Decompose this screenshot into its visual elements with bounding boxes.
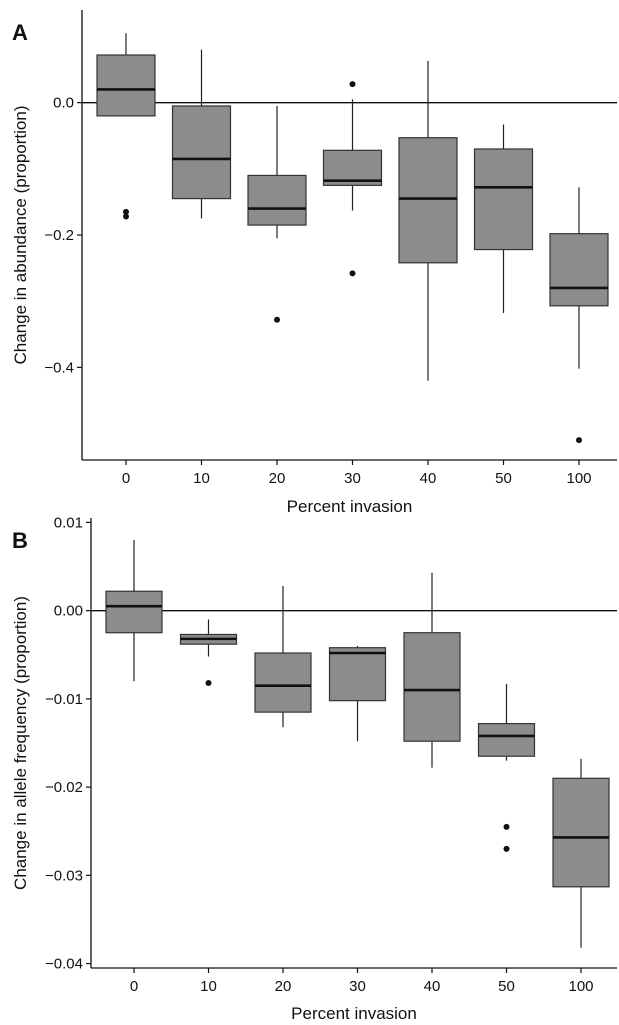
x-tick-label: 40 bbox=[424, 978, 441, 995]
iqr-box bbox=[477, 722, 536, 757]
outlier-point bbox=[274, 316, 280, 323]
x-axis-title: Percent invasion bbox=[287, 497, 413, 516]
box-0 bbox=[96, 33, 156, 220]
iqr-box bbox=[473, 148, 534, 251]
y-tick-label: −0.01 bbox=[45, 691, 83, 708]
x-tick-label: 30 bbox=[344, 470, 361, 487]
box-20 bbox=[247, 105, 307, 323]
iqr-box bbox=[403, 632, 461, 742]
x-tick-label: 10 bbox=[193, 470, 210, 487]
x-tick-label: 10 bbox=[200, 978, 217, 995]
panel-letter: A bbox=[12, 20, 28, 45]
box-40 bbox=[398, 60, 458, 381]
y-tick-label: 0.01 bbox=[54, 514, 83, 531]
box-50 bbox=[473, 124, 534, 314]
box-30 bbox=[322, 81, 383, 277]
y-axis-title: Change in abundance (proportion) bbox=[11, 106, 30, 365]
iqr-box bbox=[552, 777, 610, 888]
iqr-box bbox=[247, 174, 307, 226]
iqr-box bbox=[96, 54, 156, 117]
x-tick-label: 30 bbox=[349, 978, 366, 995]
x-tick-label: 100 bbox=[568, 978, 593, 995]
outlier-point bbox=[205, 680, 212, 686]
x-tick-label: 50 bbox=[498, 978, 515, 995]
y-tick-label: −0.2 bbox=[44, 227, 74, 244]
x-tick-label: 0 bbox=[122, 470, 130, 487]
outlier-point bbox=[349, 270, 356, 277]
box-30 bbox=[328, 645, 387, 742]
panel-a: A 0.0 −0.2 −0.4 0 10 20 30 40 50 100 Change in abun… bbox=[11, 10, 617, 516]
x-tick-label: 20 bbox=[275, 978, 292, 995]
y-tick-label: −0.02 bbox=[45, 779, 83, 796]
iqr-box bbox=[549, 233, 609, 307]
iqr-box bbox=[398, 137, 458, 264]
outlier-point bbox=[123, 213, 129, 220]
panel-letter: B bbox=[12, 528, 28, 553]
iqr-box bbox=[105, 590, 163, 634]
x-axis-title: Percent invasion bbox=[291, 1004, 417, 1023]
x-tick-label: 100 bbox=[566, 470, 591, 487]
outlier-point bbox=[503, 823, 510, 830]
iqr-box bbox=[328, 647, 387, 702]
x-tick-label: 40 bbox=[420, 470, 437, 487]
box-0 bbox=[105, 540, 163, 682]
outlier-point bbox=[576, 437, 582, 444]
y-tick-label: −0.4 bbox=[44, 359, 74, 376]
outlier-point bbox=[503, 845, 510, 852]
box-10 bbox=[171, 49, 232, 219]
outlier-point bbox=[123, 208, 129, 215]
y-tick-label: 0.0 bbox=[53, 95, 74, 112]
box-100 bbox=[552, 758, 610, 948]
box-40 bbox=[403, 572, 461, 768]
y-axis-title: Change in allele frequency (proportion) bbox=[11, 596, 30, 890]
box-50 bbox=[477, 683, 536, 852]
y-tick-label: 0.00 bbox=[54, 603, 83, 620]
x-tick-label: 0 bbox=[130, 978, 138, 995]
x-tick-label: 50 bbox=[495, 470, 512, 487]
panel-b: B 0.01 0.00 −0.01 −0.02 −0.03 −0.04 0 10 20 30 40 50… bbox=[11, 514, 617, 1023]
outlier-point bbox=[349, 81, 356, 88]
iqr-box bbox=[171, 105, 232, 200]
box-10 bbox=[179, 619, 238, 686]
box-100 bbox=[549, 187, 609, 444]
y-tick-label: −0.03 bbox=[45, 867, 83, 884]
box-20 bbox=[254, 585, 312, 728]
y-tick-label: −0.04 bbox=[45, 956, 83, 973]
x-tick-label: 20 bbox=[269, 470, 286, 487]
iqr-box bbox=[254, 652, 312, 713]
